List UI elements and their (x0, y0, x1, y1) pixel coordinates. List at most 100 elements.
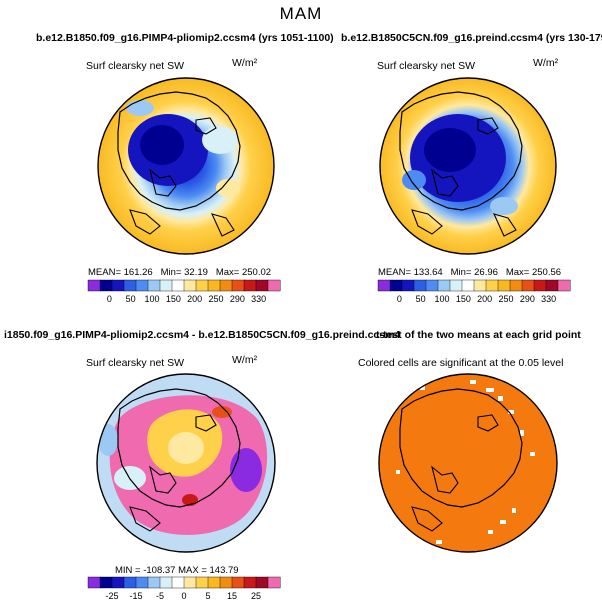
colorbar-2-cell (425, 279, 439, 292)
colorbar-1-cell (147, 279, 161, 292)
colorbar-1-cell (207, 279, 221, 292)
colorbar-3-tick-label: -15 (129, 591, 142, 601)
colorbar-1-cell (255, 279, 269, 292)
colorbar-2: 0 50 100 150 200 250 290 330 (377, 279, 571, 304)
colorbar-2-tick-label: 100 (434, 294, 449, 304)
panel2-mean: 133.64 (413, 267, 443, 278)
panel2-title: b.e12.B1850C5CN.f09_g16.preind.ccsm4 (yr… (341, 32, 602, 44)
panel2-max: 250.56 (531, 267, 562, 278)
colorbar-3-cell (219, 576, 233, 589)
panel1-min: 32.19 (184, 267, 208, 278)
colorbar-1: 0 50 100 150 200 250 290 330 (87, 279, 281, 304)
panel1-mean: 161.26 (123, 267, 153, 278)
panel4-title: t-test of the two means at each grid poi… (376, 329, 581, 341)
figure-title: MAM (279, 4, 323, 23)
panel1-title: b.e12.B1850.f09_g16.PIMP4-pliomip2.ccsm4… (36, 32, 334, 44)
panel3-map (96, 373, 276, 553)
colorbar-3-cell (255, 576, 269, 589)
panel1-variable: Surf clearsky net SW (86, 60, 185, 72)
colorbar-1-tick-label: 0 (107, 294, 112, 304)
colorbar-2-tick-label: 250 (498, 294, 513, 304)
panel2-mean-label: MEAN= (378, 267, 411, 278)
panel1-map (97, 77, 275, 255)
colorbar-1-cell (159, 279, 173, 292)
colorbar-3-cell (147, 576, 161, 589)
panel4-subtitle: Colored cells are significant at the 0.0… (358, 357, 564, 369)
colorbar-1-tick-label: 250 (208, 294, 223, 304)
colorbar-2-cell (389, 279, 403, 292)
colorbar-2-tick-label: 50 (416, 294, 426, 304)
colorbar-1-tick-label: 290 (230, 294, 245, 304)
colorbar-1-cell (111, 279, 125, 292)
colorbar-2-cell (449, 279, 463, 292)
colorbar-2-tick-label: 0 (397, 294, 402, 304)
colorbar-3-tick-label: 5 (205, 591, 210, 601)
colorbar-2-cell (509, 279, 523, 292)
colorbar-1-cell (219, 279, 233, 292)
colorbar-1-tick-label: 330 (251, 294, 266, 304)
panel1-stats: MEAN= 161.26 Min= 32.19 Max= 250.02 (88, 267, 271, 278)
panel4-map (378, 373, 558, 553)
panel1-mean-label: MEAN= (88, 267, 121, 278)
panel2-min: 26.96 (474, 267, 498, 278)
colorbar-3-cell (99, 576, 113, 589)
colorbar-3-tick-label: -5 (156, 591, 164, 601)
colorbar-1-cell (87, 279, 101, 292)
colorbar-2-cell (521, 279, 535, 292)
panel1-max: 250.02 (241, 267, 272, 278)
colorbar-2-cell (461, 279, 475, 292)
colorbar-2-tick-label: 150 (456, 294, 471, 304)
colorbar-3-tick-label: -25 (105, 591, 118, 601)
colorbar-1-cell (267, 279, 281, 292)
panel3-units: W/m² (232, 354, 258, 366)
colorbar-3-tick-label: 15 (227, 591, 237, 601)
panel2-max-label: Max= (505, 267, 530, 278)
colorbar-2-cell (473, 279, 487, 292)
colorbar-1-tick-label: 150 (166, 294, 181, 304)
panel3-title: i1850.f09_g16.PIMP4-pliomip2.ccsm4 - b.e… (4, 329, 401, 341)
colorbar-3-tick-label: 25 (251, 591, 261, 601)
colorbar-2-cell (497, 279, 511, 292)
colorbar-1-tick-label: 50 (126, 294, 136, 304)
colorbar-2-cell (437, 279, 451, 292)
colorbar-1-cell (99, 279, 113, 292)
colorbar-1-cell (171, 279, 185, 292)
colorbar-2-cell (413, 279, 427, 292)
colorbar-1-cell (135, 279, 149, 292)
panel2-stats: MEAN= 133.64 Min= 26.96 Max= 250.56 (378, 267, 561, 278)
colorbar-3-cell (183, 576, 197, 589)
colorbar-2-cell (557, 279, 571, 292)
colorbar-3-cell (135, 576, 149, 589)
colorbar-3-cell (123, 576, 137, 589)
panel1-min-label: Min= (160, 267, 182, 278)
panel3-variable: Surf clearsky net SW (86, 357, 185, 369)
panel1-max-label: Max= (215, 267, 240, 278)
colorbar-1-cell (123, 279, 137, 292)
panel2-map (379, 77, 557, 255)
colorbar-3: -25 -15 -5 0 5 15 25 (87, 576, 281, 601)
colorbar-1-tick-label: 100 (144, 294, 159, 304)
colorbar-2-tick-label: 330 (541, 294, 556, 304)
colorbar-3-cell (207, 576, 221, 589)
panel2-min-label: Min= (450, 267, 472, 278)
colorbar-1-cell (195, 279, 209, 292)
panel2-variable: Surf clearsky net SW (377, 60, 476, 72)
colorbar-3-cell (267, 576, 281, 589)
colorbar-1-cell (243, 279, 257, 292)
colorbar-2-cell (485, 279, 499, 292)
panel3-stats: MIN = -108.37 MAX = 143.79 (115, 565, 239, 576)
colorbar-3-cell (87, 576, 101, 589)
colorbar-3-cell (159, 576, 173, 589)
significance-fill (379, 374, 557, 552)
colorbar-2-cell (545, 279, 559, 292)
colorbar-3-cell (111, 576, 125, 589)
colorbar-3-cell (243, 576, 257, 589)
colorbar-3-tick-label: 0 (181, 591, 186, 601)
colorbar-2-tick-label: 290 (520, 294, 535, 304)
colorbar-1-tick-label: 200 (187, 294, 202, 304)
colorbar-1-cell (231, 279, 245, 292)
colorbar-2-cell (401, 279, 415, 292)
colorbar-3-cell (171, 576, 185, 589)
colorbar-3-cell (195, 576, 209, 589)
